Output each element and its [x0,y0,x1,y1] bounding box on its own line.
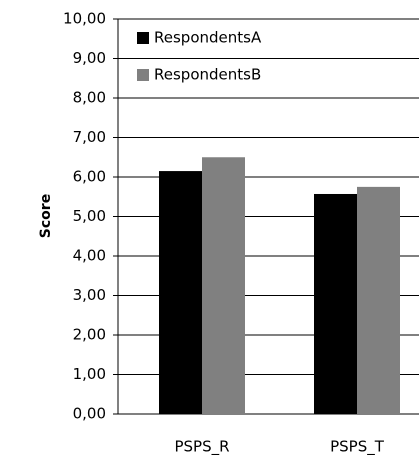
legend-label: RespondentsA [154,29,262,47]
y-tick-label: 10,00 [63,10,106,28]
y-tick-label: 0,00 [73,405,106,423]
y-tick-label: 1,00 [73,365,106,383]
x-tick-label: PSPS_T [330,438,385,457]
y-tick-label: 3,00 [73,286,106,304]
y-tick-label: 8,00 [73,89,106,107]
bar [314,193,357,414]
y-tick-label: 2,00 [73,326,106,344]
bar [202,157,245,414]
y-tick-label: 4,00 [73,247,106,265]
y-tick-label: 7,00 [73,128,106,146]
y-tick-label: 5,00 [73,207,106,225]
bar [357,186,400,414]
bar [159,171,202,414]
legend-label: RespondentsB [154,66,261,84]
legend-swatch [137,69,149,81]
x-tick-label: PSPS_R [174,438,229,457]
y-axis-label: Score [38,194,54,238]
y-tick-label: 6,00 [73,168,106,186]
legend-swatch [137,32,149,44]
y-tick-label: 9,00 [73,49,106,67]
